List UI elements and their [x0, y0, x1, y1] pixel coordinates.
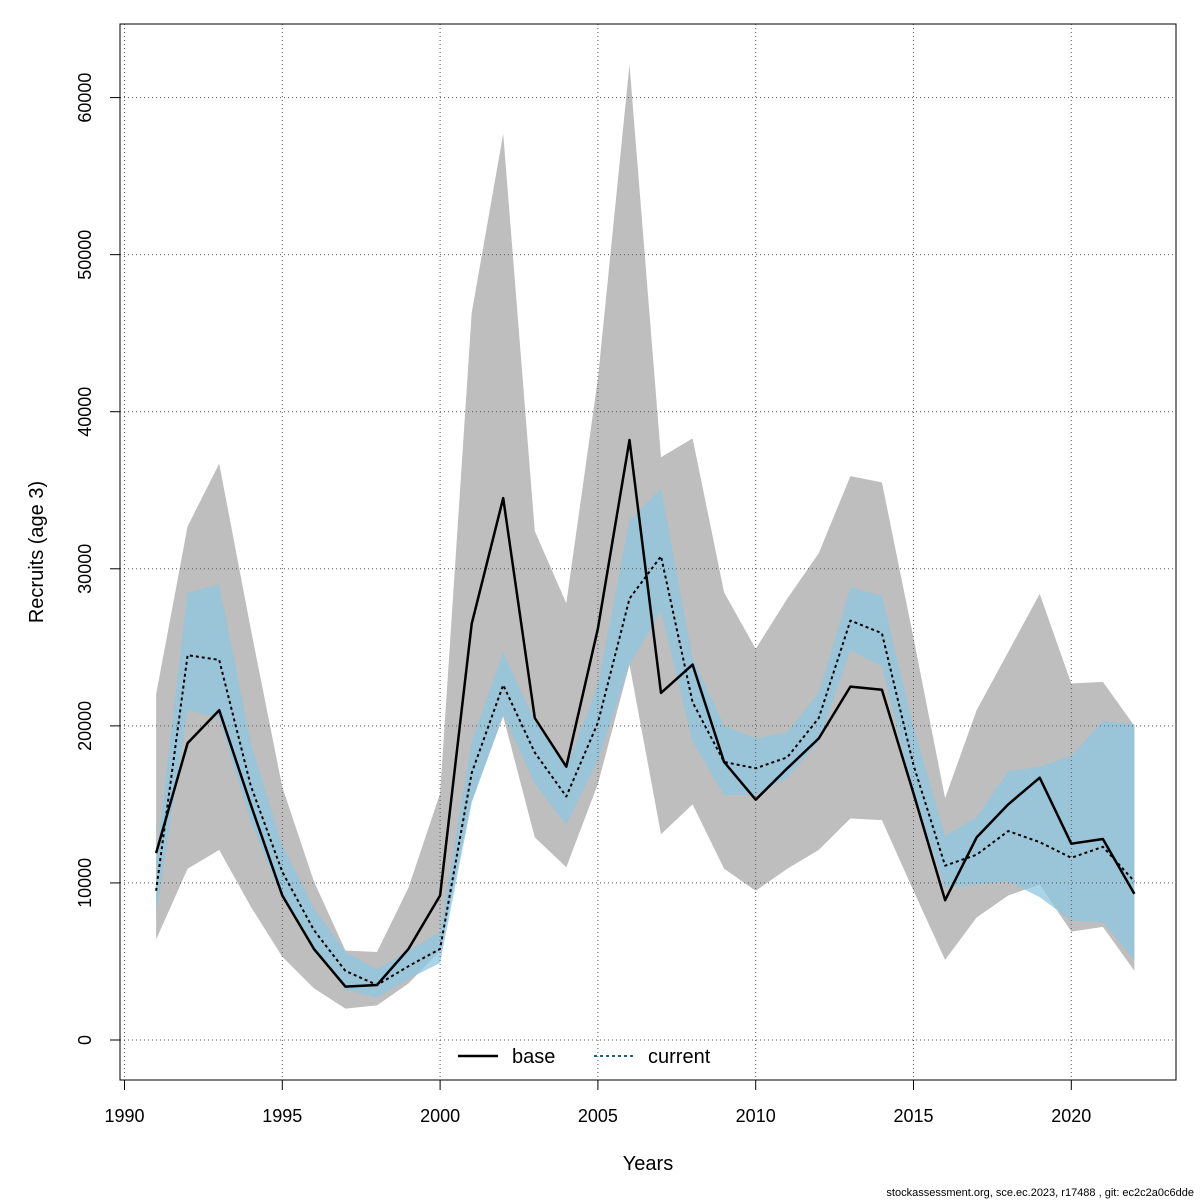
x-tick-label-2020: 2020 — [1051, 1106, 1091, 1126]
y-tick-label-0: 0 — [75, 1035, 95, 1045]
x-tick-label-2005: 2005 — [578, 1106, 618, 1126]
series-line-current — [155, 555, 1136, 986]
x-tick-label-1990: 1990 — [104, 1106, 144, 1126]
confidence-band-current — [156, 488, 1135, 998]
y-axis-title: Recruits (age 3) — [26, 481, 48, 623]
y-tick-label-40000: 40000 — [75, 387, 95, 437]
grid-lines — [120, 24, 1176, 1080]
x-axis: 1990 1995 2000 2005 2010 2015 2020 — [104, 1079, 1091, 1126]
series-line-base — [154, 438, 1136, 988]
legend-current-label: current — [648, 1046, 711, 1068]
x-tick-label-2010: 2010 — [736, 1106, 776, 1126]
y-tick-label-50000: 50000 — [75, 230, 95, 280]
x-tick-label-2015: 2015 — [893, 1106, 933, 1126]
series-lines — [154, 438, 1136, 988]
x-tick-label-1995: 1995 — [262, 1106, 302, 1126]
x-axis-title: Years — [623, 1153, 673, 1175]
y-tick-label-10000: 10000 — [75, 858, 95, 908]
footnote: stockassessment.org, sce.ec.2023, r17488… — [886, 1187, 1194, 1199]
y-axis: 0 10000 20000 30000 40000 50000 60000 — [75, 73, 121, 1045]
x-tick-label-2000: 2000 — [420, 1106, 460, 1126]
legend-base-label: base — [512, 1046, 555, 1068]
y-tick-label-60000: 60000 — [75, 73, 95, 123]
y-tick-label-30000: 30000 — [75, 544, 95, 594]
y-tick-label-20000: 20000 — [75, 701, 95, 751]
confidence-bands — [156, 64, 1135, 1009]
legend: base current — [458, 1046, 711, 1068]
